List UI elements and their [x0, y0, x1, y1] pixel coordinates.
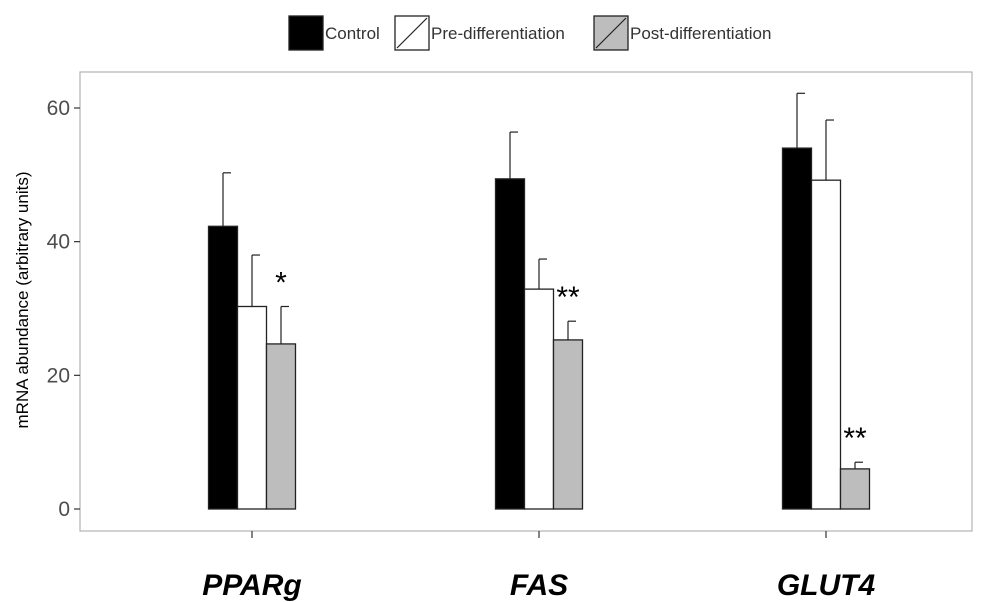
- legend-key-slash-post-differentiation: [595, 17, 627, 49]
- legend: Control Pre-differentiation Post-different…: [288, 15, 771, 51]
- legend-label-pre-differentiation: Pre-differentiation: [431, 24, 565, 43]
- y-tick-label-20: 20: [47, 364, 70, 387]
- bar-fas-pre-differentiation: [523, 288, 555, 510]
- x-tick-label-glut4: GLUT4: [777, 569, 876, 602]
- annotations: * ****: [275, 266, 867, 455]
- bar-glut4-pre-differentiation: [810, 179, 842, 510]
- significance-pparg: *: [275, 266, 287, 299]
- y-tick-label-40: 40: [47, 231, 70, 254]
- bar-fas-post-differentiation: [552, 339, 584, 510]
- bar-glut4-post-differentiation: [839, 468, 871, 510]
- x-tick-label-fas: FAS: [510, 569, 568, 602]
- x-axis: PPARg FAS GLUT4: [202, 531, 875, 602]
- legend-label-control: Control: [325, 24, 380, 43]
- y-axis: 0 20 40 60: [47, 97, 80, 521]
- y-tick-label-60: 60: [47, 97, 70, 120]
- y-tick-label-0: 0: [58, 498, 70, 521]
- significance-glut4: **: [843, 422, 867, 455]
- plot-panel: [79, 71, 973, 532]
- legend-key-control: [288, 15, 324, 51]
- bar-pparg-control: [207, 225, 239, 510]
- bar-fas-control: [494, 178, 526, 510]
- bar-glut4-control: [781, 147, 813, 510]
- bars: [207, 92, 871, 510]
- bar-pparg-pre-differentiation: [236, 305, 268, 510]
- significance-fas: **: [556, 281, 580, 314]
- bar-pparg-post-differentiation: [265, 343, 297, 510]
- y-axis-label: mRNA abundance (arbitrary units): [13, 171, 32, 428]
- legend-key-slash-pre-differentiation: [396, 17, 428, 49]
- legend-label-post-differentiation: Post-differentiation: [630, 24, 771, 43]
- x-tick-label-pparg: PPARg: [202, 569, 301, 602]
